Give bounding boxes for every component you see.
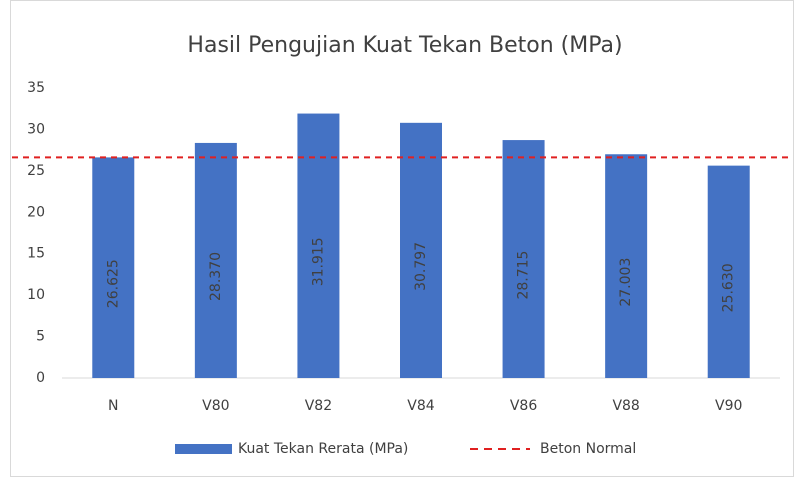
bar: [194, 142, 237, 378]
bar: [400, 122, 442, 378]
bar: [707, 165, 750, 378]
legend-label: Beton Normal: [540, 441, 636, 457]
y-tick-label: 5: [36, 329, 45, 345]
y-tick-label: 35: [27, 80, 45, 96]
y-tick-label: 25: [27, 163, 45, 179]
chart-title: Hasil Pengujian Kuat Tekan Beton (MPa): [187, 33, 622, 58]
x-tick-label: V82: [305, 398, 332, 414]
x-tick-label: V88: [612, 398, 639, 414]
data-label: 28.715: [516, 251, 532, 300]
data-label: 30.797: [413, 242, 429, 291]
x-tick-label: V86: [510, 398, 537, 414]
data-label: 28.370: [208, 252, 224, 301]
data-label: 25.630: [721, 263, 737, 312]
legend-swatch: [175, 444, 232, 454]
x-tick-label: V90: [715, 398, 742, 414]
data-label: 27.003: [618, 258, 634, 307]
bar: [92, 157, 135, 378]
legend-label: Kuat Tekan Rerata (MPa): [238, 441, 408, 457]
bar: [502, 140, 545, 378]
y-tick-label: 30: [27, 121, 45, 137]
data-label: 26.625: [105, 259, 121, 308]
data-label: 31.915: [310, 237, 326, 286]
y-tick-label: 20: [27, 204, 45, 220]
y-tick-label: 0: [36, 370, 45, 386]
x-tick-label: V80: [202, 398, 229, 414]
bar: [605, 154, 648, 378]
y-tick-label: 10: [27, 287, 45, 303]
x-tick-label: V84: [407, 398, 434, 414]
y-tick-label: 15: [27, 246, 45, 262]
x-tick-label: N: [108, 398, 118, 414]
